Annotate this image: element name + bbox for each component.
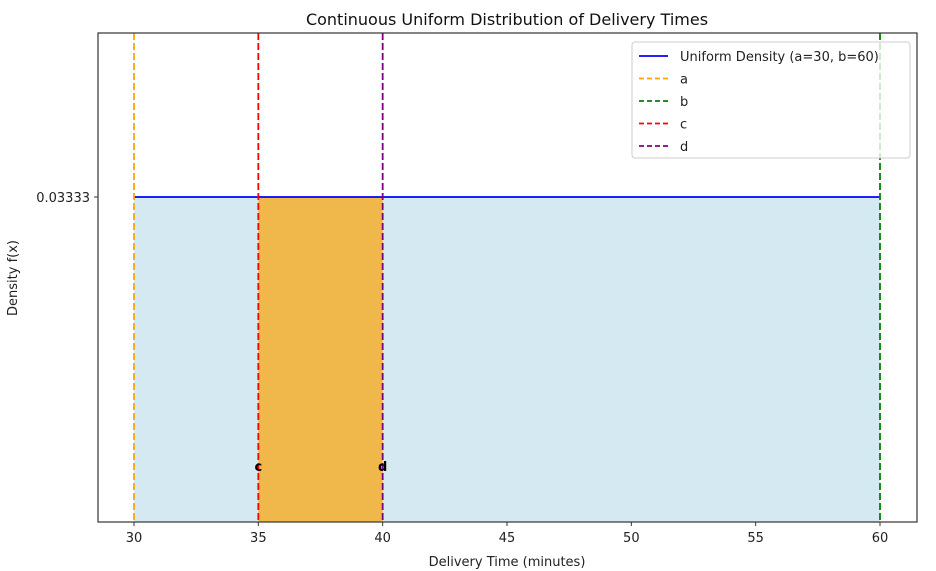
x-tick-label: 40 [374, 531, 391, 546]
probability-region-fill [258, 197, 383, 522]
y-tick-label: 0.03333 [36, 191, 90, 206]
x-axis-label: Delivery Time (minutes) [429, 555, 586, 570]
x-tick-label: 55 [747, 531, 764, 546]
legend-label: a [680, 73, 688, 88]
x-tick-label: 35 [250, 531, 267, 546]
x-tick-label: 50 [623, 531, 640, 546]
chart-title: Continuous Uniform Distribution of Deliv… [306, 10, 708, 29]
legend-label: c [680, 118, 687, 133]
legend-label: d [680, 140, 688, 155]
legend-label: b [680, 95, 688, 110]
annotation-d: d [378, 460, 387, 475]
x-tick-label: 45 [499, 531, 516, 546]
density-fill [134, 197, 880, 522]
y-axis-label: Density f(x) [6, 240, 21, 316]
legend-label: Uniform Density (a=30, b=60) [680, 50, 879, 65]
x-tick-label: 30 [126, 531, 143, 546]
legend-box [631, 41, 911, 159]
annotation-c: c [254, 460, 262, 475]
x-tick-label: 60 [872, 531, 889, 546]
y-axis-ticks: 0.03333 [36, 191, 98, 206]
x-axis-ticks: 30 35 40 45 50 55 60 [126, 522, 889, 546]
